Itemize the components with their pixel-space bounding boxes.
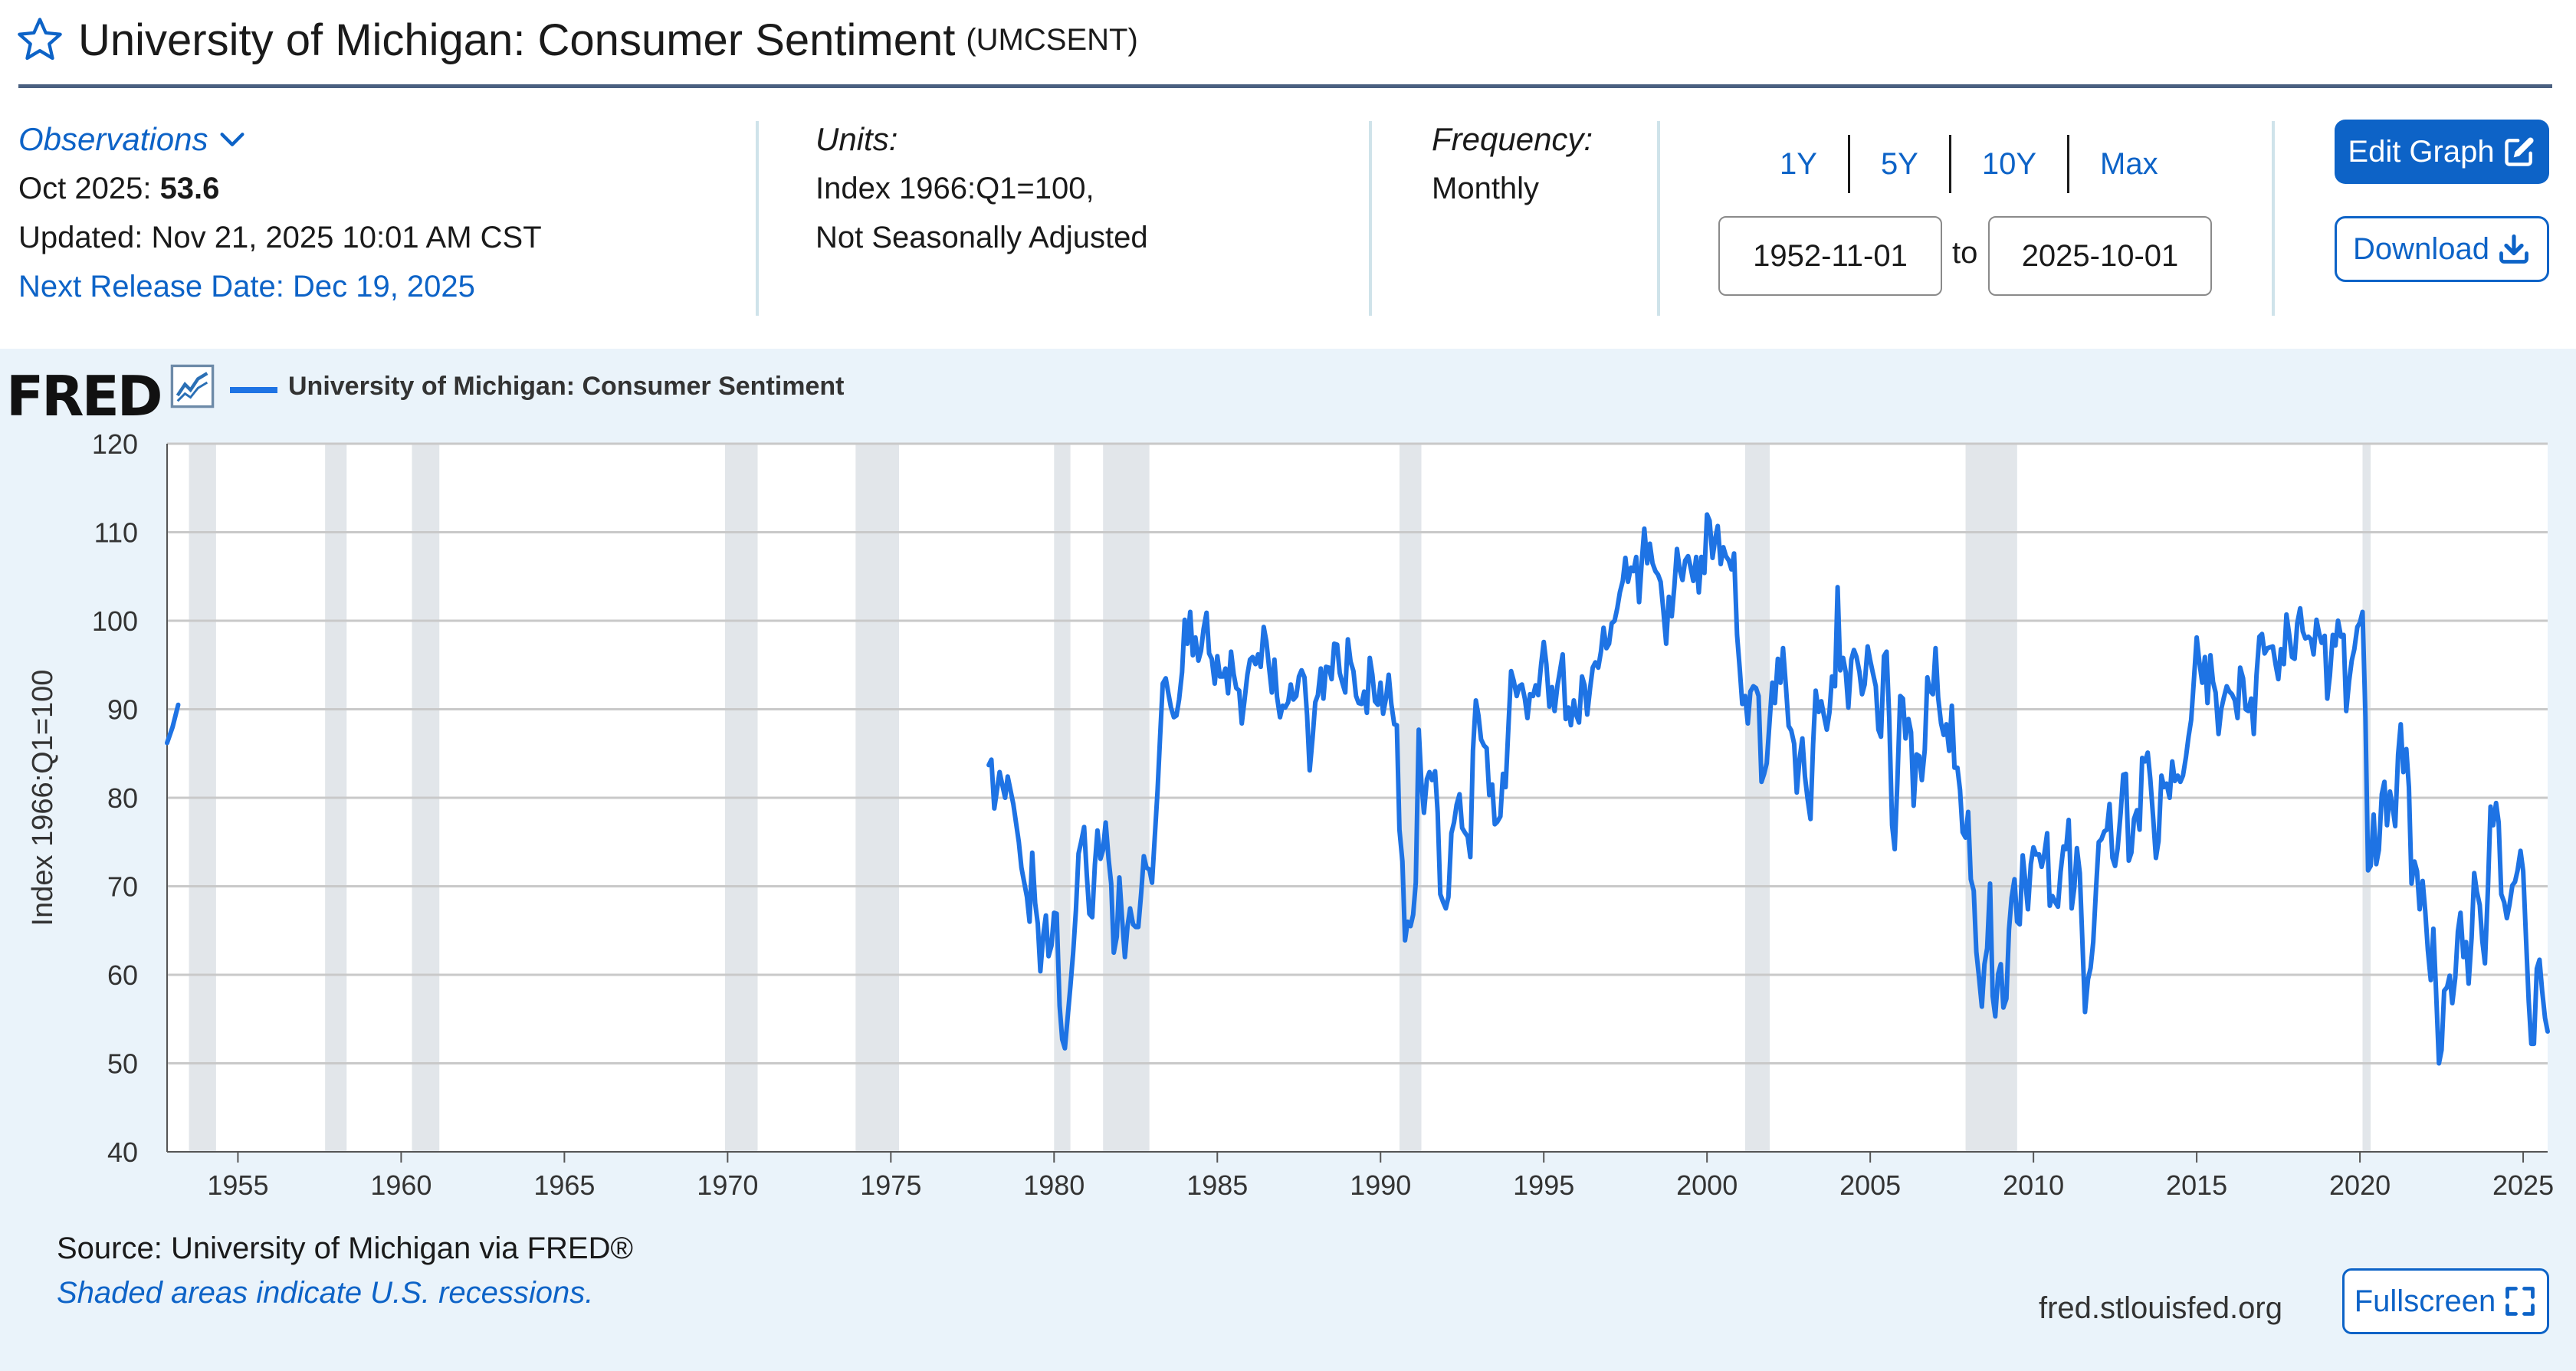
series-id: (UMCSENT) [966,22,1138,57]
x-tick-label: 1995 [1513,1169,1574,1201]
frequency-panel: Frequency: Monthly [1432,115,1593,213]
updated-timestamp: Updated: Nov 21, 2025 10:01 AM CST [18,221,542,254]
divider [756,121,759,316]
download-icon [2499,234,2528,264]
fullscreen-button[interactable]: Fullscreen [2342,1268,2549,1334]
observations-label: Observations [18,121,208,157]
legend-label: University of Michigan: Consumer Sentime… [288,372,845,401]
star-icon[interactable] [15,15,64,64]
x-tick-label: 2025 [2492,1169,2554,1201]
recession-note: Shaded areas indicate U.S. recessions. [57,1276,594,1310]
x-tick-label: 2010 [2003,1169,2064,1201]
download-label: Download [2353,231,2489,266]
y-tick-label: 80 [107,782,138,814]
frequency-label: Frequency: [1432,121,1593,157]
x-tick-label: 1990 [1350,1169,1411,1201]
range-10y-button[interactable]: 10Y [1951,135,2070,193]
x-tick-label: 2015 [2166,1169,2227,1201]
graph-icon [170,364,215,408]
y-tick-label: 120 [92,428,138,460]
frequency-value: Monthly [1432,172,1540,205]
range-1y-button[interactable]: 1Y [1763,135,1850,193]
y-tick-label: 90 [107,694,138,726]
x-tick-label: 2020 [2329,1169,2391,1201]
chart-svg[interactable]: 40 50 60 70 80 90 100 110 120 1955 1960 1965 1970 197… [0,349,2576,1371]
x-tick-label: 2000 [1676,1169,1738,1201]
y-tick-label: 70 [107,871,138,903]
info-row: Observations Oct 2025: 53.6 Updated: Nov… [0,115,2576,322]
range-buttons: 1Y 5Y 10Y Max [1763,135,2189,193]
page-title: University of Michigan: Consumer Sentime… [78,15,956,65]
x-tick-label: 1970 [697,1169,758,1201]
x-tick-label: 1960 [370,1169,432,1201]
source-note: Source: University of Michigan via FRED® [57,1232,633,1265]
latest-observation: Oct 2025: 53.6 [18,164,542,213]
site-url: fred.stlouisfed.org [2039,1291,2282,1325]
observations-toggle[interactable]: Observations [18,115,542,164]
graph-panel: 40 50 60 70 80 90 100 110 120 1955 1960 1965 1970 197… [0,349,2576,1371]
series-line [165,702,181,746]
units-line-1: Index 1966:Q1=100, [815,172,1094,205]
latest-observation-date: Oct 2025: [18,172,152,205]
y-tick-label: 40 [107,1136,138,1168]
to-label: to [1952,236,1978,270]
x-tick-label: 1965 [533,1169,595,1201]
series-line [986,512,2550,1066]
range-max-button[interactable]: Max [2100,146,2158,181]
fullscreen-icon [2505,1287,2535,1316]
y-axis-label: Index 1966:Q1=100 [27,670,59,927]
legend-swatch [230,387,277,393]
fullscreen-label: Fullscreen [2354,1284,2496,1318]
fred-logo[interactable]: FRED [6,364,163,428]
x-tick-label: 2005 [1839,1169,1901,1201]
y-tick-label: 60 [107,959,138,991]
next-release-link[interactable]: Next Release Date: Dec 19, 2025 [18,270,475,303]
x-tick-label: 1975 [860,1169,921,1201]
x-tick-label: 1980 [1023,1169,1085,1201]
units-line-2: Not Seasonally Adjusted [815,221,1148,254]
units-panel: Units: Index 1966:Q1=100, Not Seasonally… [815,115,1148,262]
x-tick-label: 1985 [1186,1169,1248,1201]
edit-graph-button[interactable]: Edit Graph [2335,120,2549,184]
observations-panel: Observations Oct 2025: 53.6 Updated: Nov… [18,115,542,311]
units-label: Units: [815,121,898,157]
end-date-input[interactable]: 2025-10-01 [1988,216,2212,296]
edit-graph-label: Edit Graph [2348,134,2495,169]
edit-icon [2504,137,2534,166]
latest-observation-value: 53.6 [159,172,220,205]
download-button[interactable]: Download [2335,216,2549,282]
title-divider [18,84,2552,88]
y-tick-label: 100 [92,605,138,637]
divider [1657,121,1660,316]
chevron-down-icon [220,133,244,146]
range-5y-button[interactable]: 5Y [1850,135,1951,193]
x-tick-label: 1955 [207,1169,268,1201]
divider [2272,121,2275,316]
start-date-input[interactable]: 1952-11-01 [1718,216,1942,296]
title-row: University of Michigan: Consumer Sentime… [15,9,1138,71]
y-tick-label: 50 [107,1048,138,1080]
divider [1369,121,1372,316]
y-tick-label: 110 [94,517,138,549]
